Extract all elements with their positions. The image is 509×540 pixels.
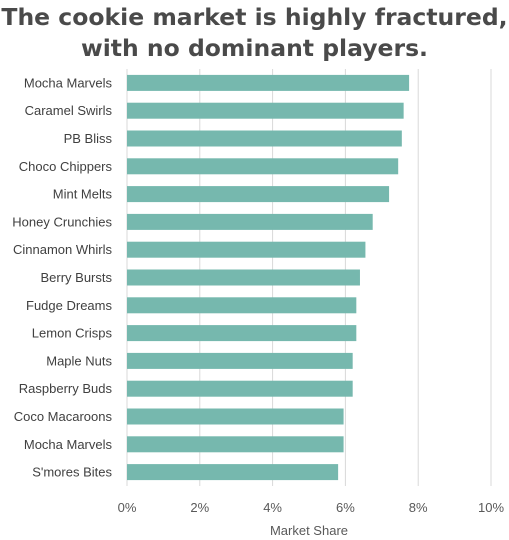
x-axis-title: Market Share bbox=[270, 523, 348, 538]
category-label: Choco Chippers bbox=[19, 159, 113, 174]
bar bbox=[127, 325, 357, 342]
bar bbox=[127, 297, 357, 314]
category-label: Raspberry Buds bbox=[19, 381, 113, 396]
chart-title-line-1: The cookie market is highly fractured, bbox=[1, 3, 508, 31]
category-label: Maple Nuts bbox=[46, 353, 112, 368]
bar bbox=[127, 102, 404, 119]
bar bbox=[127, 464, 339, 481]
bar bbox=[127, 74, 410, 91]
category-label: Berry Bursts bbox=[40, 270, 112, 285]
bar bbox=[127, 158, 399, 175]
x-tick-label: 8% bbox=[409, 500, 428, 515]
bar bbox=[127, 186, 390, 203]
category-label: Honey Crunchies bbox=[12, 214, 112, 229]
x-tick-labels: 0% 2% 4% 6% 8% 10% bbox=[118, 500, 505, 515]
bar bbox=[127, 380, 353, 397]
x-tick-label: 0% bbox=[118, 500, 137, 515]
category-label: Caramel Swirls bbox=[25, 103, 113, 118]
category-label: Mocha Marvels bbox=[24, 437, 113, 452]
bar bbox=[127, 436, 344, 453]
bar bbox=[127, 130, 402, 147]
category-label: Coco Macaroons bbox=[14, 409, 113, 424]
category-label: Mint Melts bbox=[53, 187, 113, 202]
x-tick-label: 2% bbox=[190, 500, 209, 515]
bar bbox=[127, 408, 344, 425]
category-label: Mocha Marvels bbox=[24, 75, 113, 90]
category-label: S'mores Bites bbox=[32, 465, 112, 480]
category-label: PB Bliss bbox=[64, 131, 113, 146]
bar bbox=[127, 269, 360, 286]
x-tick-label: 6% bbox=[336, 500, 355, 515]
bar bbox=[127, 352, 353, 369]
category-label: Fudge Dreams bbox=[26, 298, 112, 313]
x-tick-label: 10% bbox=[478, 500, 504, 515]
bar bbox=[127, 213, 373, 230]
category-label: Lemon Crisps bbox=[32, 326, 113, 341]
chart-title-line-2: with no dominant players. bbox=[81, 34, 428, 62]
chart-title: The cookie market is highly fractured, w… bbox=[0, 2, 509, 64]
bar bbox=[127, 241, 366, 258]
bars bbox=[127, 74, 410, 481]
category-labels: Mocha Marvels Caramel Swirls PB Bliss Choco… bbox=[12, 75, 112, 479]
category-label: Cinnamon Whirls bbox=[13, 242, 112, 257]
x-tick-label: 4% bbox=[263, 500, 282, 515]
